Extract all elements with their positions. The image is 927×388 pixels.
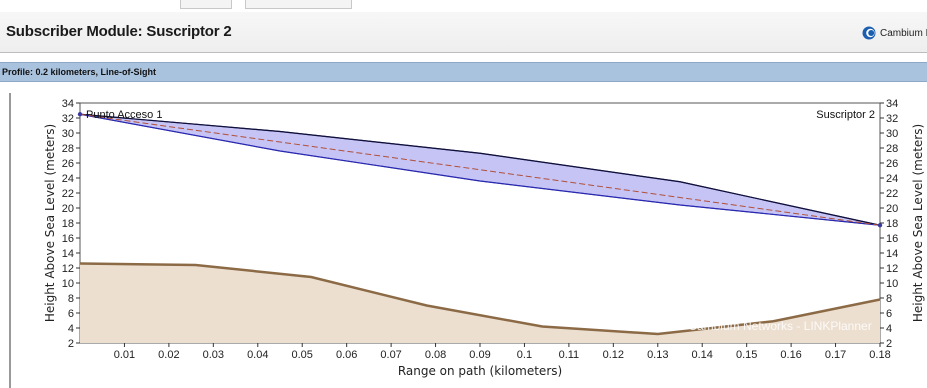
x-tick-label: 0.06 — [336, 349, 357, 361]
y-tick-label-left: 6 — [68, 308, 74, 320]
y-tick-label-right: 4 — [886, 323, 892, 335]
profile-bar: Profile: 0.2 kilometers, Line-of-Sight — [0, 62, 927, 82]
x-tick-label: 0.12 — [603, 349, 624, 361]
y-tick-label-right: 30 — [886, 128, 898, 140]
watermark: Cambium Networks - LINKPlanner — [688, 319, 871, 333]
y-tick-label-right: 20 — [886, 203, 898, 215]
fresnel-upper-edge — [79, 113, 881, 226]
y-tick-label-left: 4 — [68, 323, 74, 335]
x-tick-label: 0.01 — [114, 349, 135, 361]
x-tick-label: 0.16 — [780, 349, 801, 361]
y-tick-label-left: 20 — [62, 203, 74, 215]
x-tick-label: 0.11 — [559, 349, 580, 361]
y-tick-label-left: 14 — [62, 248, 74, 260]
fresnel-lower-edge — [79, 113, 881, 226]
y-tick-label-right: 6 — [886, 308, 892, 320]
x-axis-label: Range on path (kilometers) — [398, 364, 562, 378]
y-tick-label-left: 12 — [62, 263, 74, 275]
x-tick-label: 0.15 — [736, 349, 757, 361]
y-tick-label-right: 18 — [886, 218, 898, 230]
ticks-layer: 0.01 0.02 0.03 0.04 0.05 0.06 0.07 0.08 0.09 0.1 0… — [62, 98, 899, 361]
y-tick-label-right: 16 — [886, 233, 898, 245]
y-tick-label-right: 34 — [886, 98, 898, 110]
y-tick-label-right: 8 — [886, 293, 892, 305]
y-tick-label-left: 18 — [62, 218, 74, 230]
y-tick-label-left: 34 — [62, 98, 74, 110]
y-tick-label-left: 32 — [62, 113, 74, 125]
terrain-area — [80, 263, 880, 343]
brand-logo: Cambium Ne — [862, 25, 927, 41]
brand-name: Cambium Ne — [880, 27, 927, 39]
x-tick-label: 0.04 — [247, 349, 268, 361]
x-tick-label: 0.18 — [869, 349, 890, 361]
path-profile-chart: 0.01 0.02 0.03 0.04 0.05 0.06 0.07 0.08 0.09 0.1 0… — [0, 88, 927, 388]
x-tick-label: 0.1 — [517, 349, 532, 361]
left-endpoint-marker — [77, 112, 83, 117]
x-tick-label: 0.03 — [203, 349, 224, 361]
y-tick-label-left: 30 — [62, 128, 74, 140]
window-header: Subscriber Module: Suscriptor 2 Cambium … — [0, 12, 927, 53]
y-tick-label-left: 24 — [62, 173, 74, 185]
y-tick-label-right: 10 — [886, 278, 898, 290]
right-endpoint-marker — [877, 223, 883, 228]
y-tick-label-left: 2 — [68, 338, 74, 350]
tab-stub-2[interactable] — [245, 0, 352, 9]
y-tick-label-left: 28 — [62, 143, 74, 155]
y-tick-label-left: 26 — [62, 158, 74, 170]
path-profile-svg: 0.01 0.02 0.03 0.04 0.05 0.06 0.07 0.08 0.09 0.1 0… — [9, 93, 925, 388]
y-axis-label-right: Height Above Sea Level (meters) — [911, 124, 925, 322]
x-tick-label: 0.13 — [647, 349, 668, 361]
y-tick-label-right: 12 — [886, 263, 898, 275]
x-tick-label: 0.14 — [692, 349, 713, 361]
y-tick-label-right: 22 — [886, 188, 898, 200]
x-tick-label: 0.07 — [380, 349, 401, 361]
y-tick-label-right: 2 — [886, 338, 892, 350]
y-tick-label-right: 14 — [886, 248, 898, 260]
y-tick-label-left: 10 — [62, 278, 74, 290]
left-endpoint-label: Punto Acceso 1 — [86, 109, 162, 121]
cambium-logo-icon — [862, 26, 876, 40]
y-tick-label-right: 24 — [886, 173, 898, 185]
y-tick-label-right: 26 — [886, 158, 898, 170]
x-tick-label: 0.05 — [292, 349, 313, 361]
y-axis-label-left: Height Above Sea Level (meters) — [43, 124, 57, 322]
y-tick-label-left: 16 — [62, 233, 74, 245]
x-tick-label: 0.17 — [825, 349, 846, 361]
y-tick-label-right: 28 — [886, 143, 898, 155]
x-tick-label: 0.02 — [158, 349, 179, 361]
profile-label: Profile: 0.2 kilometers, Line-of-Sight — [2, 67, 157, 77]
y-tick-label-right: 32 — [886, 113, 898, 125]
tab-stub-1[interactable] — [180, 0, 232, 9]
terrain-layer — [79, 262, 881, 343]
x-tick-label: 0.09 — [469, 349, 490, 361]
terrain-line — [79, 262, 881, 336]
los-layer — [77, 112, 883, 228]
y-tick-label-left: 22 — [62, 188, 74, 200]
top-strip — [0, 0, 927, 12]
x-tick-label: 0.08 — [425, 349, 446, 361]
y-tick-label-left: 8 — [68, 293, 74, 305]
window-title: Subscriber Module: Suscriptor 2 — [6, 23, 232, 40]
right-endpoint-label: Suscriptor 2 — [816, 109, 875, 121]
